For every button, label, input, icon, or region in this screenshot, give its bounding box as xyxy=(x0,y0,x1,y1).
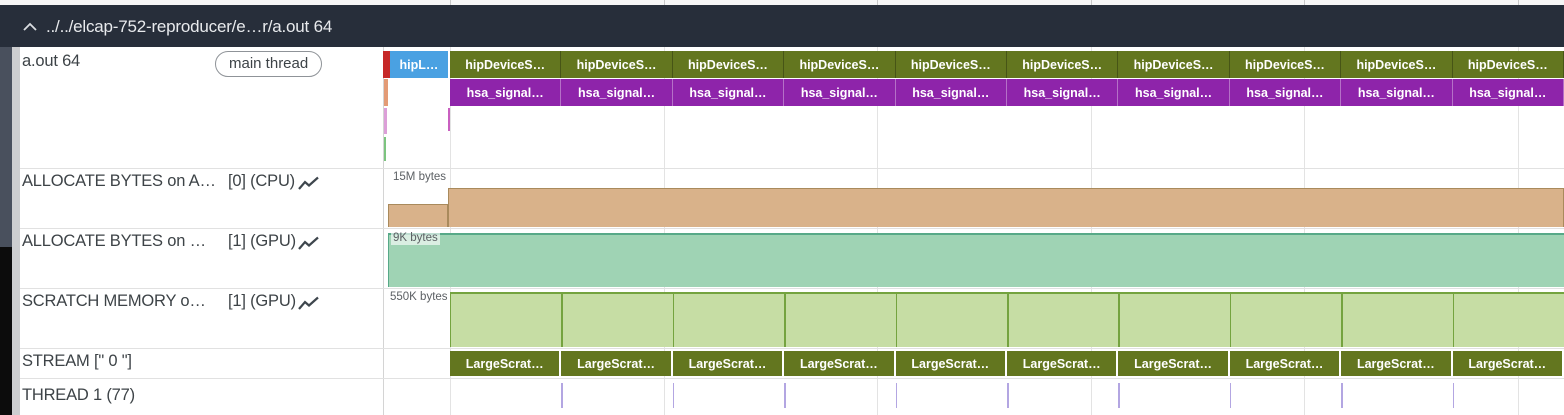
track-name-allocate-cpu: ALLOCATE BYTES on A… xyxy=(22,172,216,190)
slice-hip-device[interactable]: hipDeviceS… xyxy=(1007,51,1119,78)
slice-hip-device[interactable]: hipDeviceS… xyxy=(1341,51,1453,78)
slice-large-scratch[interactable]: LargeScrat… xyxy=(784,351,896,376)
process-group-title: ../../elcap-752-reproducer/e…r/a.out 64 xyxy=(46,17,333,36)
track-scope-scratch: [1] (GPU) xyxy=(228,292,296,310)
thread-tick-slice[interactable] xyxy=(1341,383,1343,408)
thread-tick-slice[interactable] xyxy=(1229,383,1232,408)
row-separator xyxy=(20,228,1564,229)
thread-tick-slice[interactable] xyxy=(672,383,675,408)
slice-red[interactable] xyxy=(383,51,390,78)
gridline xyxy=(1517,47,1519,415)
scratch-counter-step-line xyxy=(561,292,563,347)
process-group-header[interactable]: ../../elcap-752-reproducer/e…r/a.out 64 xyxy=(0,5,1564,47)
thread-tick-slice[interactable] xyxy=(1452,383,1455,408)
row-separator xyxy=(20,348,1564,349)
ruler-tick xyxy=(1517,0,1519,5)
row-separator xyxy=(20,168,1564,169)
slice-large-scratch[interactable]: LargeScrat… xyxy=(1229,351,1342,376)
slice-hsa-signal[interactable]: hsa_signal… xyxy=(672,79,785,106)
track-name-thread: THREAD 1 (77) xyxy=(22,386,135,404)
vertical-scrollbar[interactable] xyxy=(12,47,20,415)
slice-hip-device[interactable]: hipDeviceS… xyxy=(1229,51,1342,78)
thread-tick-slice[interactable] xyxy=(895,383,898,408)
ruler-tick xyxy=(450,0,451,5)
panel-boundary-line xyxy=(383,47,384,415)
ruler-tick xyxy=(1304,0,1305,5)
slice-hip-device[interactable]: hipDeviceS… xyxy=(895,51,1007,78)
chart-line-icon xyxy=(298,296,319,310)
counter-value-allocate-gpu: 9K bytes xyxy=(391,231,440,245)
thread-tick-slice[interactable] xyxy=(1118,383,1120,408)
slice-large-scratch[interactable]: LargeScrat… xyxy=(1007,351,1119,376)
slice-large-scratch[interactable]: LargeScrat… xyxy=(895,351,1007,376)
track-name-allocate-gpu: ALLOCATE BYTES on … xyxy=(22,232,206,250)
slice-salmon[interactable] xyxy=(384,79,388,106)
slice-hip-device[interactable]: hipDeviceS… xyxy=(561,51,673,78)
allocate-cpu-counter-high-step[interactable] xyxy=(448,188,1564,227)
slice-magenta[interactable] xyxy=(447,108,450,131)
track-scope-allocate-gpu: [1] (GPU) xyxy=(228,232,296,250)
ruler-tick xyxy=(877,0,878,5)
slice-hip-device[interactable]: hipDeviceS… xyxy=(784,51,896,78)
track-scope-allocate-cpu: [0] (CPU) xyxy=(228,172,295,190)
row-separator xyxy=(20,378,1564,379)
gridline xyxy=(663,47,665,415)
slice-hsa-signal[interactable]: hsa_signal… xyxy=(1118,79,1230,106)
track-name-scratch: SCRATCH MEMORY o… xyxy=(22,292,206,310)
slice-hsa-signal[interactable]: hsa_signal… xyxy=(1452,79,1564,106)
track-name-stream: STREAM [" 0 "] xyxy=(22,352,132,370)
ruler-tick xyxy=(1090,0,1092,5)
chart-line-icon xyxy=(298,176,319,190)
allocate-gpu-counter[interactable] xyxy=(388,233,1564,287)
slice-large-scratch[interactable]: LargeScrat… xyxy=(450,351,562,376)
slice-large-scratch[interactable]: LargeScrat… xyxy=(1341,351,1453,376)
scratch-counter-step-line xyxy=(895,292,898,347)
chart-line-icon xyxy=(298,236,319,250)
thread-tick-slice[interactable] xyxy=(561,383,563,408)
slice-hip-device[interactable]: hipDeviceS… xyxy=(1118,51,1230,78)
slice-large-scratch[interactable]: LargeScrat… xyxy=(1452,351,1564,376)
left-frame-lower xyxy=(0,247,12,415)
slice-hsa-signal[interactable]: hsa_signal… xyxy=(1341,79,1453,106)
main-thread-badge: main thread xyxy=(215,51,323,77)
slice-hsa-signal[interactable]: hsa_signal… xyxy=(450,79,562,106)
thread-tick-slice[interactable] xyxy=(784,383,786,408)
gridline xyxy=(1304,47,1305,415)
slice-green[interactable] xyxy=(384,137,386,161)
slice-hsa-signal[interactable]: hsa_signal… xyxy=(1007,79,1119,106)
scratch-counter-step-line xyxy=(1118,292,1120,347)
slice-hip-device[interactable]: hipDeviceS… xyxy=(450,51,562,78)
scratch-counter-step-line xyxy=(1452,292,1455,347)
gridline xyxy=(877,47,878,415)
slice-hip-device[interactable]: hipDeviceS… xyxy=(1452,51,1564,78)
thread-tick-slice[interactable] xyxy=(1007,383,1009,408)
slice-hsa-signal[interactable]: hsa_signal… xyxy=(784,79,896,106)
counter-value-scratch: 550K bytes xyxy=(388,290,450,304)
slice-large-scratch[interactable]: LargeScrat… xyxy=(672,351,785,376)
counter-value-allocate-cpu: 15M bytes xyxy=(391,170,449,184)
slice-hsa-signal[interactable]: hsa_signal… xyxy=(895,79,1007,106)
scratch-counter-step-line xyxy=(1341,292,1343,347)
collapse-chevron-icon xyxy=(23,22,37,31)
slice-hsa-signal[interactable]: hsa_signal… xyxy=(561,79,673,106)
allocate-cpu-counter-low-step[interactable] xyxy=(388,204,448,227)
gridline xyxy=(450,47,451,415)
left-frame xyxy=(0,47,12,247)
slice-large-scratch[interactable]: LargeScrat… xyxy=(561,351,673,376)
ruler-tick xyxy=(663,0,665,5)
track-name-aout: a.out 64 xyxy=(22,52,81,70)
scratch-counter-step-line xyxy=(1007,292,1009,347)
slice-hip-device[interactable]: hipDeviceS… xyxy=(672,51,785,78)
scratch-counter-step-line xyxy=(1229,292,1232,347)
slice-hip-launch[interactable]: hipL… xyxy=(390,51,448,78)
slice-pink[interactable] xyxy=(384,108,387,134)
scratch-counter-step-line xyxy=(784,292,786,347)
scratch-counter-step-line xyxy=(672,292,675,347)
slice-hsa-signal[interactable]: hsa_signal… xyxy=(1229,79,1342,106)
gridline xyxy=(1090,47,1092,415)
slice-large-scratch[interactable]: LargeScrat… xyxy=(1118,351,1230,376)
row-separator xyxy=(20,288,1564,289)
